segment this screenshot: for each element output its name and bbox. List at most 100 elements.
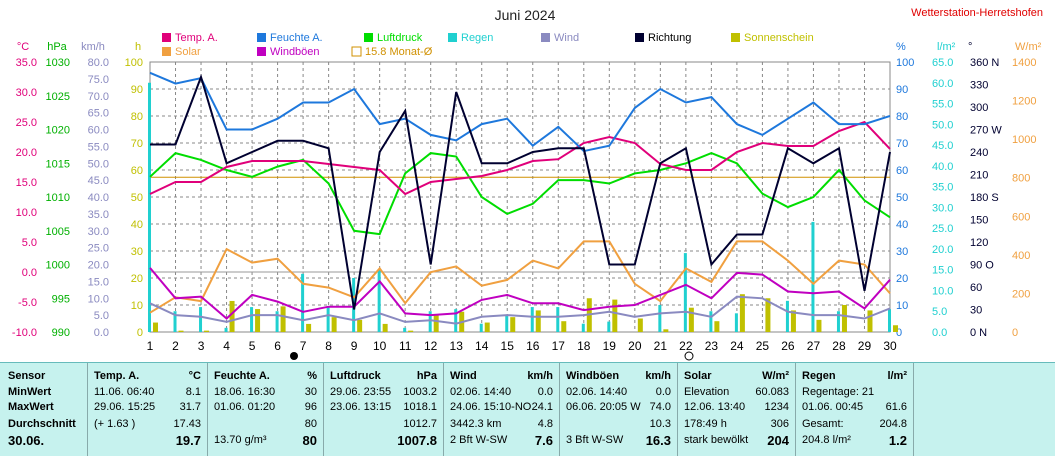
legend-swatch [541, 33, 550, 42]
right-axis-tick: 40.0 [932, 161, 953, 173]
table-row-label: 30.06. [8, 433, 45, 448]
x-tick-label: 27 [807, 339, 821, 353]
left-axis-tick: 1020 [46, 125, 70, 137]
x-tick-label: 4 [223, 339, 230, 353]
right-axis-tick: 25.0 [932, 223, 953, 235]
rain-bar [683, 253, 687, 332]
table-unit: % [307, 370, 317, 382]
left-axis-tick: 55.0 [88, 141, 109, 153]
left-axis-tick: 5.0 [94, 310, 109, 322]
right-axis-tick: 10.0 [932, 285, 953, 297]
right-axis-tick: 120 [970, 237, 988, 249]
legend-swatch [364, 33, 373, 42]
legend-label: Regen [461, 32, 493, 44]
rain-bar [505, 315, 509, 332]
rain-bar [607, 321, 611, 332]
table-head: Regen [802, 370, 836, 382]
rain-bar [173, 311, 177, 332]
right-axis-tick: 0 [1012, 327, 1018, 339]
legend-swatch [162, 47, 171, 56]
legend-label: Wind [554, 32, 579, 44]
table-column: Luftdruck hPa 29.06. 23:55 1003.2 23.06. 13:… [324, 363, 444, 456]
right-axis-tick: 1400 [1012, 57, 1036, 69]
right-axis-tick: 20 [896, 273, 908, 285]
sunshine-bar [637, 318, 643, 332]
table-cell: 12.06. 13:40 [684, 401, 746, 413]
legend-label: Luftdruck [377, 32, 423, 44]
right-axis-tick: 100 [896, 57, 914, 69]
sunshine-bar [561, 321, 567, 332]
table-unit: km/h [645, 370, 671, 382]
left-axis-tick: 30 [131, 246, 143, 258]
left-axis-tick: 35.0 [16, 57, 37, 69]
left-axis-tick: 60 [131, 165, 143, 177]
x-tick-label: 2 [172, 339, 179, 353]
rain-bar [250, 307, 254, 332]
right-axis-tick: 50 [896, 192, 908, 204]
humidity-line [149, 71, 891, 153]
table-value: 204 [767, 433, 789, 448]
station-name: Wetterstation-Herretshofen [911, 7, 1043, 19]
table-cell: (+ 1.63 ) [94, 418, 136, 430]
legend-label: Richtung [648, 32, 691, 44]
left-axis-tick: 1005 [46, 226, 70, 238]
sunshine-bar [841, 305, 847, 332]
left-axis-tick: 10.0 [88, 293, 109, 305]
sunshine-bar [433, 314, 439, 332]
sunshine-bar [229, 300, 235, 332]
table-head: Luftdruck [330, 370, 381, 382]
statistics-table: Sensor MinWert MaxWert Durchschnitt 30.06. Te… [0, 362, 1055, 456]
sunshine-bar [178, 330, 184, 332]
weather-chart: Juni 2024 Wetterstation-Herretshofen Tem… [11, 7, 1043, 361]
right-axis-tick: 80 [896, 111, 908, 123]
right-axis-tick: 30.0 [932, 202, 953, 214]
x-tick-label: 6 [274, 339, 281, 353]
sunshine-bar [765, 298, 771, 332]
right-axis-tick: 10 [896, 300, 908, 312]
right-axis-tick: 30 [970, 305, 982, 317]
right-axis-tick: 330 [970, 80, 988, 92]
table-cell: 2 Bft W-SW [450, 434, 508, 446]
table-unit: km/h [527, 370, 553, 382]
table-cell: 06.06. 20:05 W [566, 401, 641, 413]
table-cell: 29.06. 15:25 [94, 401, 156, 413]
x-tick-label: 24 [730, 339, 744, 353]
legend: Temp. A. Solar Feuchte A. Windböen Luftdruck… [162, 32, 814, 58]
rain-bar [658, 305, 662, 332]
left-axes: °C 35.0 30.0 25.0 20.0 15.0 10.0 5.0 0.0 -5.0 -10.… [12, 41, 143, 339]
legend-label: Sonnenschein [744, 32, 814, 44]
table-cell: 01.06. 01:20 [214, 401, 276, 413]
legend-label: Solar [175, 46, 201, 58]
x-tick-label: 1 [147, 339, 154, 353]
table-value: 1234 [764, 401, 789, 413]
rain-bar [275, 311, 279, 332]
rain-bar [454, 309, 458, 332]
right-axis-tick: 50.0 [932, 119, 953, 131]
table-value: 80 [302, 433, 317, 448]
x-tick-label: 20 [628, 339, 642, 353]
new-moon-icon [290, 352, 298, 360]
right-axis-tick: 180 S [970, 192, 999, 204]
temperature-line [149, 120, 891, 196]
x-tick-label: 7 [300, 339, 307, 353]
left-axis-tick: 1030 [46, 57, 70, 69]
x-tick-label: 28 [832, 339, 846, 353]
rain-bar [428, 311, 432, 332]
rain-bar [199, 307, 203, 332]
sunshine-bar [663, 329, 669, 332]
left-axis-tick: 40.0 [88, 192, 109, 204]
legend-swatch [351, 46, 362, 57]
right-axis-unit: W/m² [1015, 41, 1042, 53]
right-axis-tick: 150 [970, 215, 988, 227]
left-axis-tick: 35.0 [88, 209, 109, 221]
x-tick-label: 14 [475, 339, 489, 353]
rain-bar [888, 309, 891, 332]
left-axis-tick: 10.0 [16, 207, 37, 219]
right-axis-tick: 35.0 [932, 182, 953, 194]
x-tick-label: 5 [249, 339, 256, 353]
x-tick-label: 13 [450, 339, 464, 353]
left-axis-tick: 40 [131, 219, 143, 231]
left-axis-tick: 990 [52, 327, 70, 339]
rain-bar [403, 327, 407, 332]
sunshine-bar [612, 299, 618, 332]
